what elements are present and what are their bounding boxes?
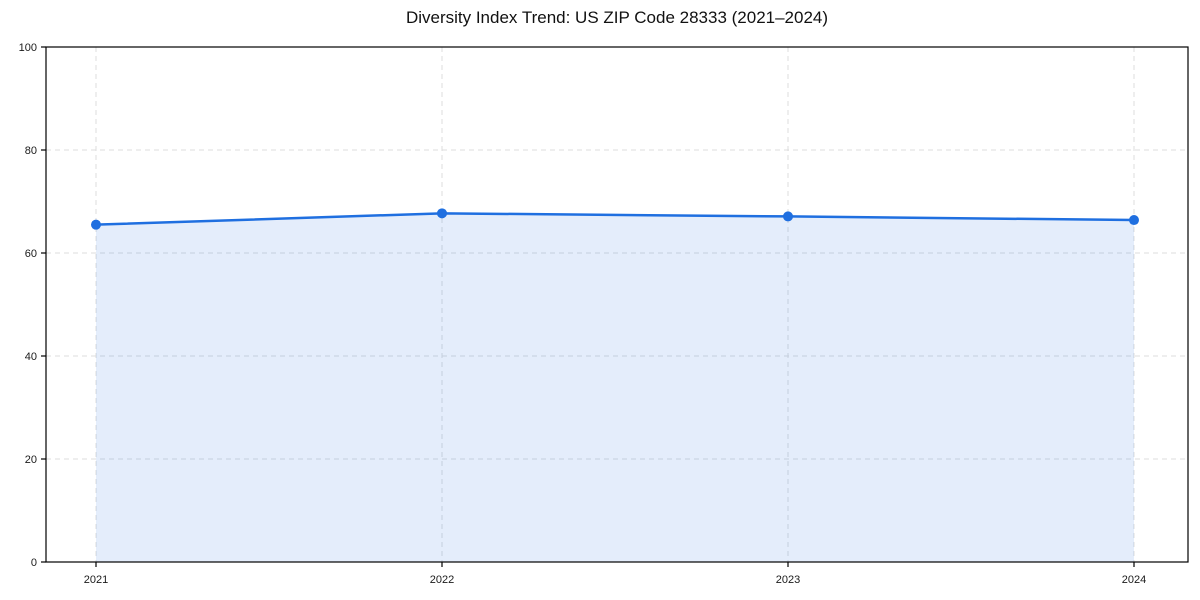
data-point-marker bbox=[783, 211, 793, 222]
trend-line bbox=[94, 212, 1136, 226]
y-axis-tick-label: 0 bbox=[31, 557, 37, 569]
data-point-marker bbox=[437, 208, 447, 219]
chart-title: Diversity Index Trend: US ZIP Code 28333… bbox=[405, 8, 829, 27]
area-fill bbox=[96, 213, 1134, 563]
y-axis-tick-label: 20 bbox=[25, 454, 37, 466]
x-axis-tick-label: 2022 bbox=[430, 574, 454, 586]
plot-border bbox=[45, 46, 1189, 563]
data-point-marker bbox=[91, 219, 101, 230]
y-axis-tick-label: 100 bbox=[19, 42, 37, 54]
data-point-marker bbox=[1129, 215, 1139, 226]
x-axis-tick-label: 2024 bbox=[1122, 574, 1146, 586]
x-axis-tick-label: 2023 bbox=[776, 574, 800, 586]
y-axis-tick-label: 40 bbox=[25, 351, 37, 363]
y-axis-tick-label: 80 bbox=[25, 145, 37, 157]
y-axis-tick-label: 60 bbox=[25, 248, 37, 260]
x-axis-tick-label: 2021 bbox=[84, 574, 108, 586]
